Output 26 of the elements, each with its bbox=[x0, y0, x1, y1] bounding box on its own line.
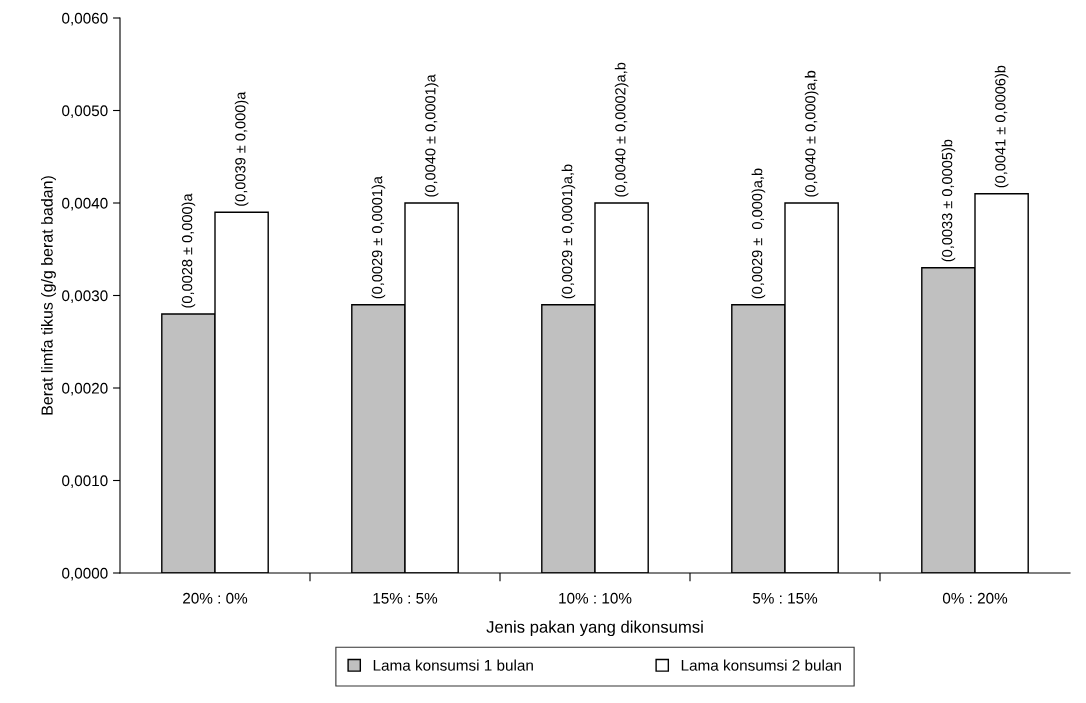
y-tick-label: 0,0010 bbox=[62, 475, 108, 488]
data-label: (0,0040 ± 0,000)a,b bbox=[804, 70, 819, 197]
data-label: (0,0028 ± 0,000)a bbox=[181, 193, 196, 308]
data-label: (0,0039 ± 0,000)a bbox=[234, 91, 249, 206]
x-tick-label: 20% : 0% bbox=[183, 592, 248, 604]
y-tick-label: 0,0030 bbox=[62, 290, 108, 303]
y-tick-label: 0,0050 bbox=[62, 105, 108, 118]
y-tick-label: 0,0040 bbox=[62, 197, 108, 211]
x-tick-label: 5% : 15% bbox=[752, 592, 818, 604]
x-tick-label: 10% : 10% bbox=[559, 592, 632, 604]
data-label: (0,0040 ± 0,0001)a bbox=[424, 74, 439, 197]
data-label: (0,0033 ± 0,0005)b bbox=[941, 139, 956, 262]
y-tick-label: 0,0060 bbox=[62, 12, 108, 26]
data-label: (0,0029 ± 0,0001)a,b bbox=[561, 164, 576, 299]
y-axis-title: Berat limfa tikus (g/g berat badan) bbox=[41, 176, 56, 415]
data-label: (0,0040 ± 0,0002)a,b bbox=[614, 62, 629, 197]
x-axis-title: Jenis pakan yang dikonsumsi bbox=[486, 620, 703, 637]
data-label: (0,0029 ± 0,0001)a bbox=[371, 176, 386, 299]
legend-label: Lama konsumsi 1 bulan bbox=[373, 659, 533, 671]
y-tick-label: 0,0000 bbox=[62, 567, 108, 581]
data-label: (0,0029 ± 0,000)a,b bbox=[751, 168, 766, 299]
y-tick-label: 0,0020 bbox=[62, 382, 108, 396]
x-tick-label: 15% : 5% bbox=[373, 592, 438, 604]
data-label: (0,0041 ± 0,0006)b bbox=[994, 65, 1009, 188]
legend-label: Lama konsumsi 2 bulan bbox=[681, 659, 841, 671]
x-tick-label: 0% : 20% bbox=[942, 592, 1008, 604]
